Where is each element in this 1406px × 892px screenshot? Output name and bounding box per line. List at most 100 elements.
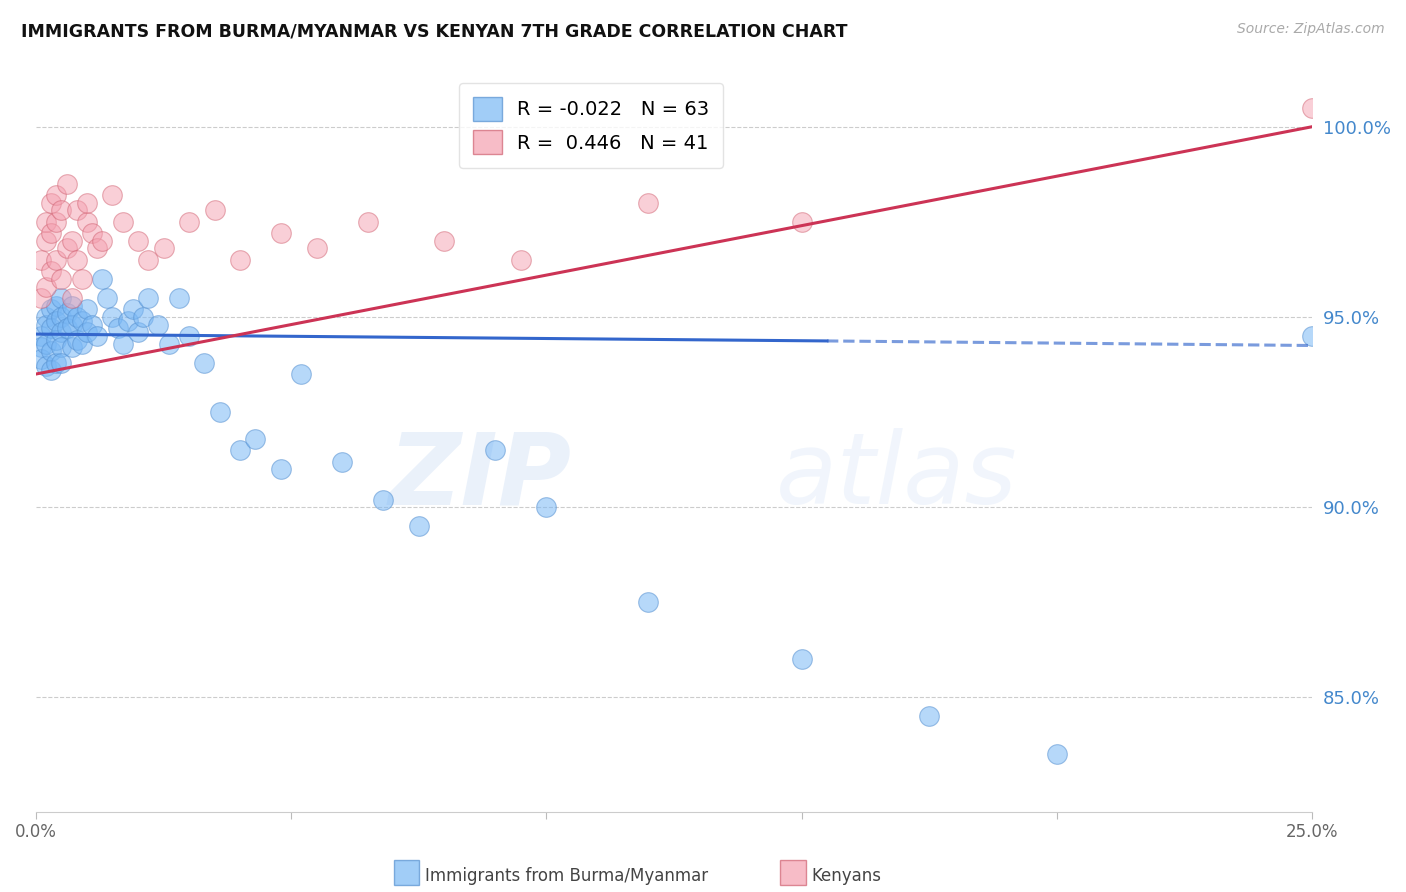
Point [132,310,155,324]
Point [45,215,67,229]
Point [157,336,180,351]
Point [1301,101,1323,115]
Point [51,291,73,305]
Point [536,500,558,515]
Point [433,234,456,248]
Point [357,215,380,229]
Point [107,321,129,335]
Point [637,595,659,609]
Point [229,443,252,458]
Point [51,356,73,370]
Point [70,272,93,286]
Point [51,340,73,354]
Point [111,336,134,351]
Point [45,299,67,313]
Point [30,252,52,267]
Point [39,195,62,210]
Point [76,325,98,339]
Point [76,195,98,210]
Point [80,227,103,241]
Point [790,652,813,666]
Text: Source: ZipAtlas.com: Source: ZipAtlas.com [1237,22,1385,37]
Point [80,318,103,332]
Text: IMMIGRANTS FROM BURMA/MYANMAR VS KENYAN 7TH GRADE CORRELATION CHART: IMMIGRANTS FROM BURMA/MYANMAR VS KENYAN … [21,22,848,40]
Text: Kenyans: Kenyans [811,867,882,885]
Point [91,272,114,286]
Point [484,443,506,458]
Point [55,177,77,191]
Point [96,291,118,305]
Point [51,272,73,286]
Point [39,302,62,317]
Point [245,432,267,446]
Point [330,454,353,468]
Point [35,359,58,374]
Point [136,252,159,267]
Point [55,306,77,320]
Point [35,336,58,351]
Point [55,242,77,256]
Point [229,252,252,267]
Point [91,234,114,248]
Point [86,329,108,343]
Point [270,462,292,476]
Point [76,302,98,317]
Point [39,264,62,278]
Point [117,314,139,328]
Text: ZIP: ZIP [389,428,572,525]
Point [39,363,62,377]
Point [70,314,93,328]
Point [101,310,124,324]
Point [51,310,73,324]
Point [45,314,67,328]
Point [45,333,67,347]
Point [66,203,89,218]
Point [122,302,145,317]
Point [790,215,813,229]
Point [30,291,52,305]
Point [30,329,52,343]
Point [509,252,531,267]
Point [408,519,430,533]
Point [60,299,83,313]
Point [35,310,58,324]
Point [45,356,67,370]
Point [39,344,62,359]
Point [111,215,134,229]
Point [127,325,149,339]
Point [35,318,58,332]
Point [290,367,312,381]
Point [305,242,328,256]
Point [60,340,83,354]
Point [66,333,89,347]
Point [918,709,941,723]
Point [371,492,394,507]
Point [51,325,73,339]
Point [66,310,89,324]
Text: atlas: atlas [776,428,1018,525]
Point [60,291,83,305]
Point [30,340,52,354]
Point [70,336,93,351]
Point [45,252,67,267]
Point [637,195,659,210]
Point [204,203,226,218]
Point [60,318,83,332]
Point [177,215,200,229]
Point [1046,747,1069,762]
Point [148,318,170,332]
Point [30,351,52,366]
Point [39,227,62,241]
Point [177,329,200,343]
Point [35,234,58,248]
Point [76,215,98,229]
Point [66,252,89,267]
Point [86,242,108,256]
Point [60,234,83,248]
Point [39,321,62,335]
Point [127,234,149,248]
Point [1301,329,1323,343]
Point [136,291,159,305]
Point [193,356,215,370]
Point [45,188,67,202]
